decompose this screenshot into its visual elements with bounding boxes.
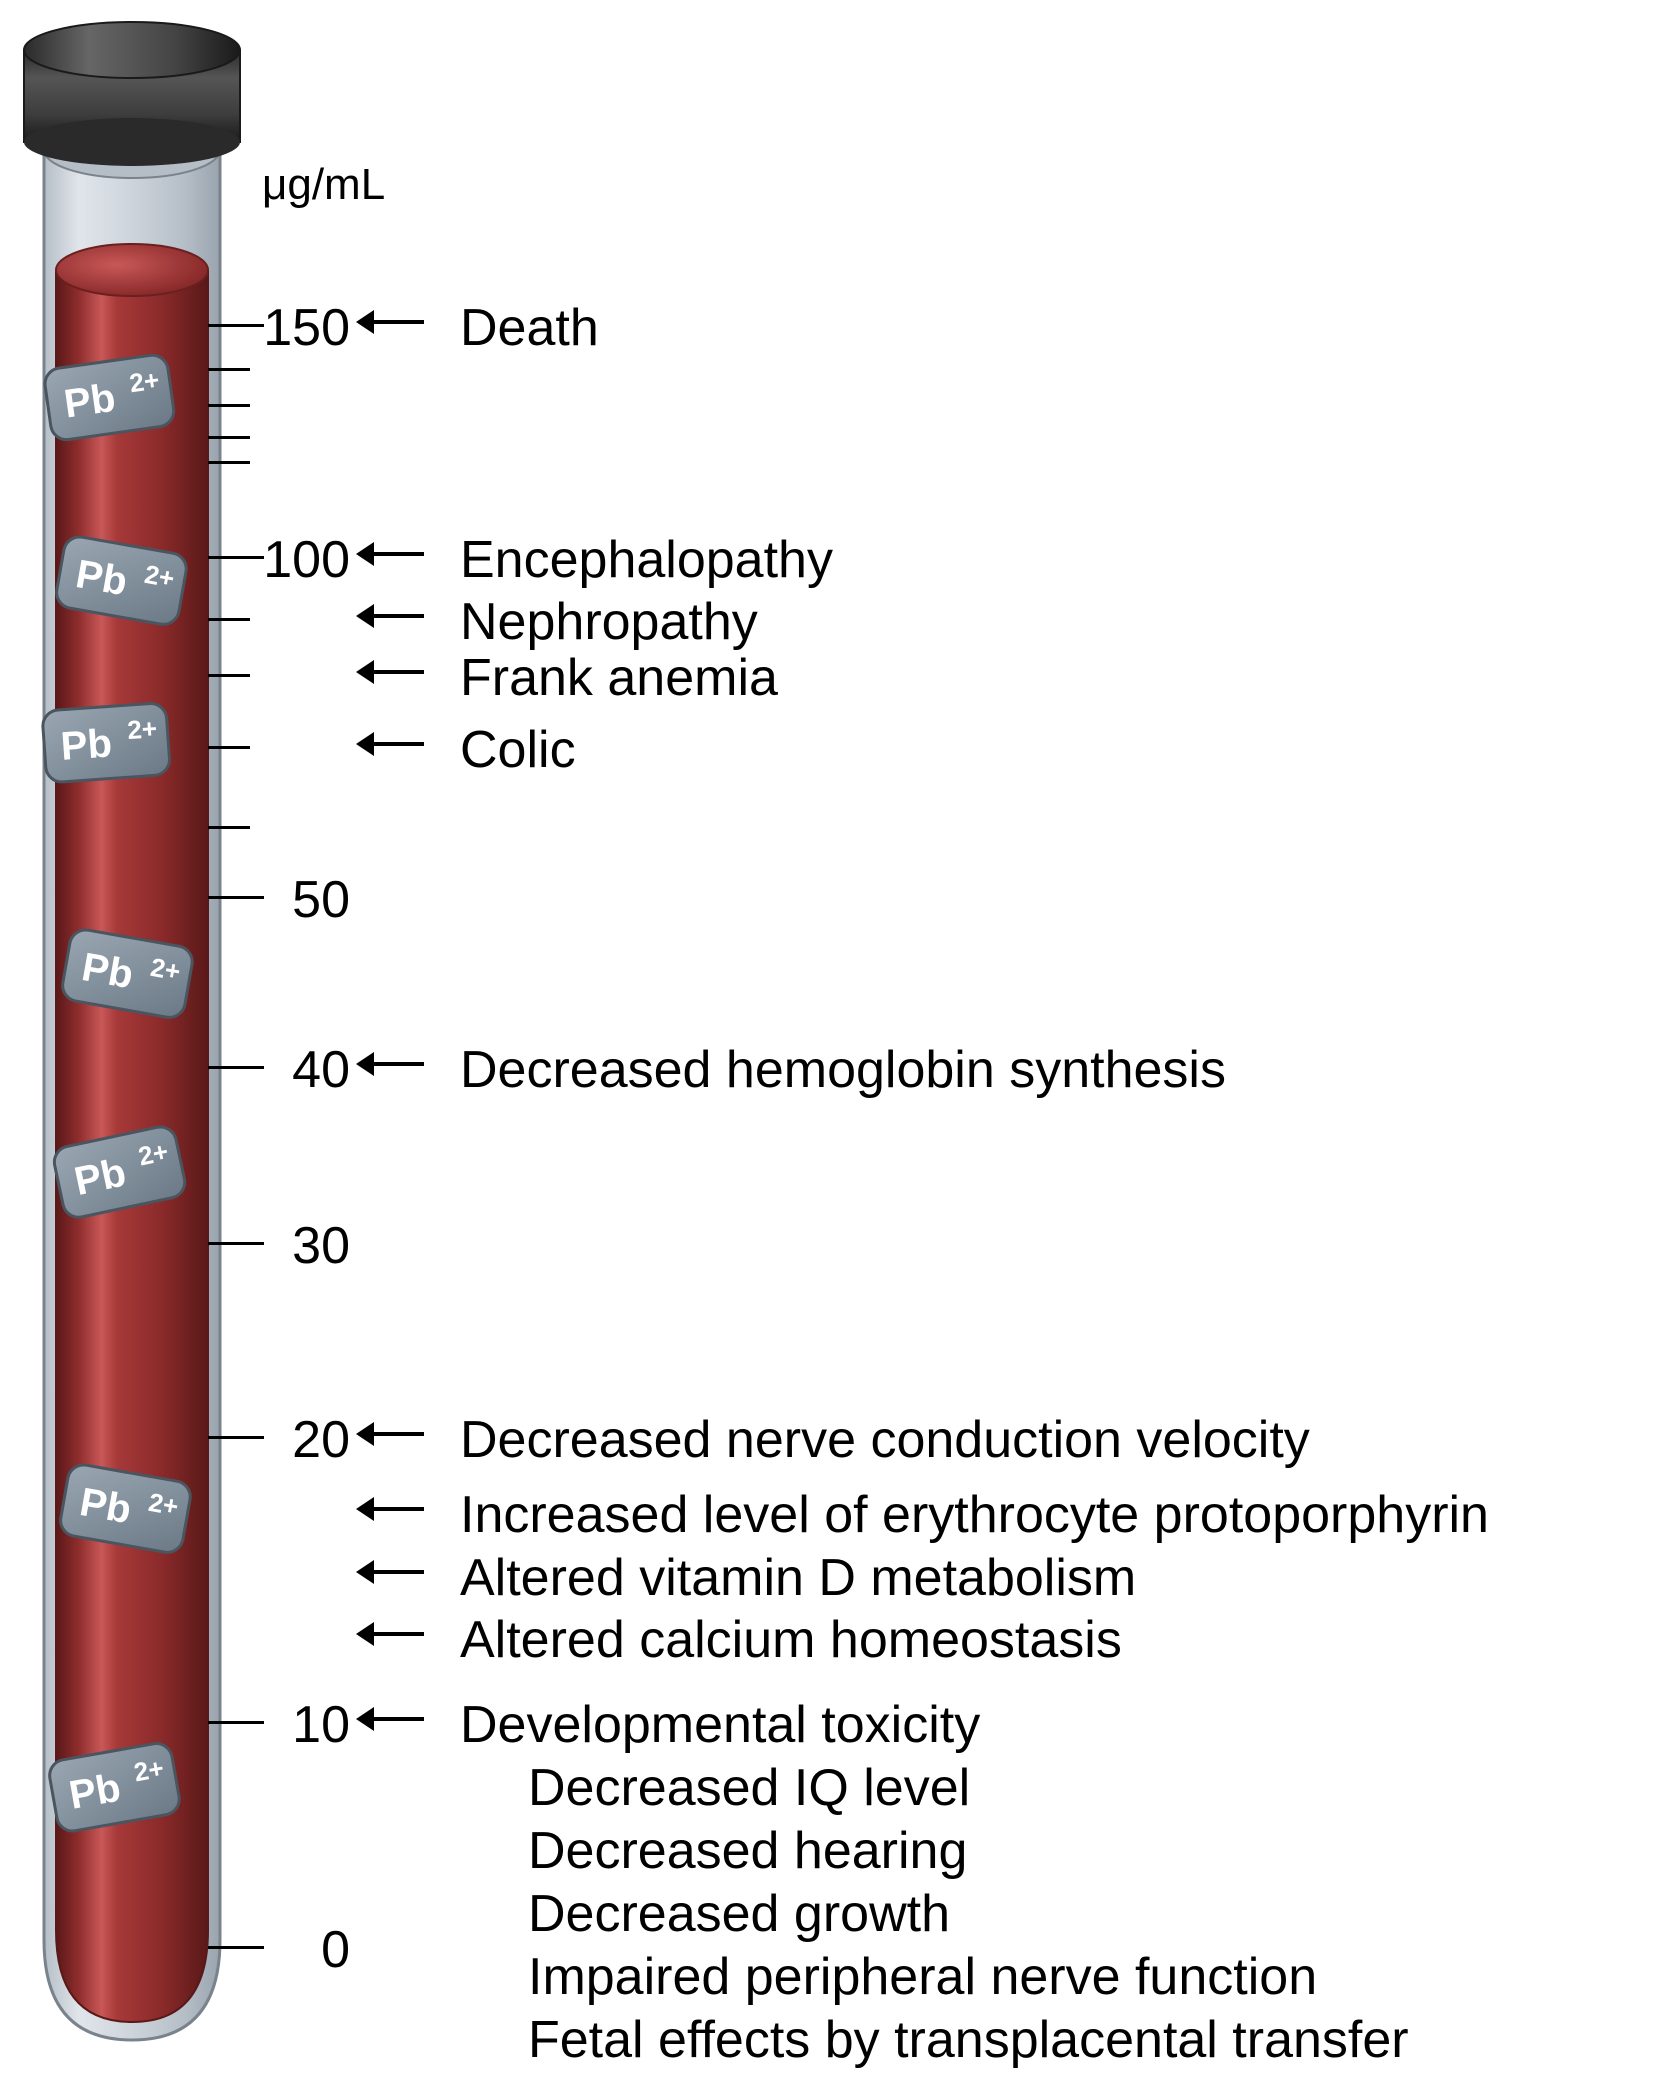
effect-arrow	[370, 1062, 438, 1066]
minor-tick	[208, 368, 250, 371]
effect-arrow	[370, 320, 438, 324]
effect-6: Decreased nerve conduction velocity	[460, 1410, 1310, 1470]
effect-arrow	[370, 670, 438, 674]
svg-text:Pb: Pb	[61, 376, 118, 427]
dev-sub-1: Decreased hearing	[528, 1821, 967, 1881]
tick-label-0: 0	[250, 1920, 350, 1980]
effect-5: Decreased hemoglobin synthesis	[460, 1040, 1226, 1100]
diagram-container: μg/mL 15010050403020100 DeathEncephalopa…	[0, 0, 1672, 2087]
svg-text:Pb: Pb	[59, 721, 113, 768]
effect-arrow	[370, 1432, 438, 1436]
tick-label-50: 50	[250, 870, 350, 930]
svg-text:Pb: Pb	[73, 552, 131, 604]
tick-label-20: 20	[250, 1410, 350, 1470]
minor-tick	[208, 404, 250, 407]
pb-ion: Pb 2+	[40, 701, 165, 779]
tick-label-150: 150	[250, 298, 350, 358]
effect-arrow	[370, 1717, 438, 1721]
minor-tick	[208, 461, 250, 464]
effect-arrow	[370, 1570, 438, 1574]
effect-3: Frank anemia	[460, 648, 778, 708]
minor-tick	[208, 436, 250, 439]
minor-tick	[208, 618, 250, 621]
minor-tick	[208, 746, 250, 749]
svg-text:Pb: Pb	[66, 1766, 124, 1818]
minor-tick	[208, 826, 250, 829]
effect-arrow	[370, 1507, 438, 1511]
effect-arrow	[370, 614, 438, 618]
effect-4: Colic	[460, 720, 576, 780]
svg-text:2+: 2+	[142, 559, 176, 594]
effect-0: Death	[460, 298, 599, 358]
tick-label-40: 40	[250, 1040, 350, 1100]
effect-arrow	[370, 1632, 438, 1636]
effect-9: Altered calcium homeostasis	[460, 1610, 1122, 1670]
svg-text:2+: 2+	[136, 1136, 171, 1172]
svg-text:2+: 2+	[148, 952, 182, 987]
effect-7: Increased level of erythrocyte protoporp…	[460, 1485, 1489, 1545]
svg-text:2+: 2+	[132, 1753, 166, 1788]
unit-label: μg/mL	[262, 160, 385, 210]
tick-label-30: 30	[250, 1216, 350, 1276]
tick-label-10: 10	[250, 1695, 350, 1755]
effect-1: Encephalopathy	[460, 530, 833, 590]
effect-8: Altered vitamin D metabolism	[460, 1548, 1136, 1608]
effect-2: Nephropathy	[460, 592, 758, 652]
dev-sub-4: Fetal effects by transplacental transfer	[528, 2010, 1409, 2070]
svg-text:2+: 2+	[126, 713, 158, 745]
dev-sub-3: Impaired peripheral nerve function	[528, 1947, 1317, 2007]
effect-10: Developmental toxicity	[460, 1695, 980, 1755]
svg-text:Pb: Pb	[79, 945, 137, 997]
effect-arrow	[370, 742, 438, 746]
minor-tick	[208, 674, 250, 677]
effect-arrow	[370, 552, 438, 556]
tick-label-100: 100	[250, 530, 350, 590]
dev-sub-2: Decreased growth	[528, 1884, 950, 1944]
svg-text:2+: 2+	[128, 364, 162, 398]
pb-ion: Pb 2+	[41, 352, 170, 438]
svg-text:Pb: Pb	[77, 1480, 135, 1532]
svg-text:2+: 2+	[146, 1487, 180, 1522]
dev-sub-0: Decreased IQ level	[528, 1758, 970, 1818]
